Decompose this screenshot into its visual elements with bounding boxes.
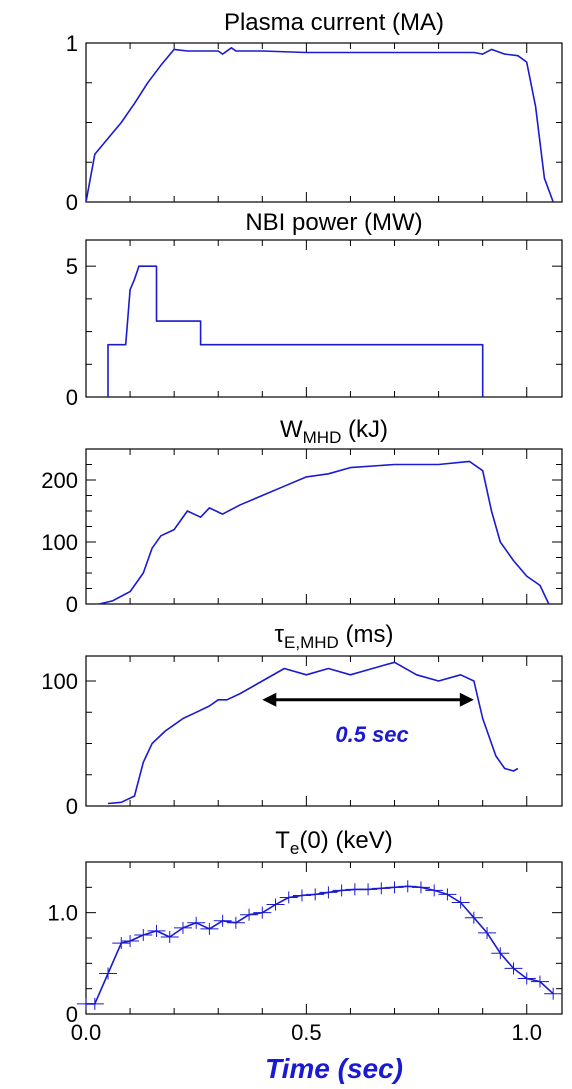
y-tick-label: 1: [66, 31, 78, 56]
annotation-arrow-head-right: [459, 692, 474, 707]
plot-frame: [85, 655, 563, 807]
panel-title-subscript: E,MHD: [284, 633, 339, 652]
annotation-label: 0.5 sec: [335, 722, 408, 747]
plot-frame: [85, 239, 563, 398]
x-tick-label: 0.0: [71, 1020, 102, 1045]
y-tick-label: 0: [66, 385, 78, 410]
y-tick-label: 100: [41, 669, 78, 694]
plot-frame: [85, 448, 563, 605]
panel-title: Plasma current (MA): [224, 9, 444, 36]
y-tick-label: 5: [66, 254, 78, 279]
panel-title-subscript: e: [290, 839, 299, 858]
series-line: [107, 265, 484, 397]
panel-3: 0 100 200 WMHD (kJ): [41, 416, 563, 617]
y-tick-label: 0: [66, 1002, 78, 1027]
panel-title-main: NBI power (MW): [245, 209, 422, 236]
series-line: [85, 46, 554, 203]
y-tick-label: 100: [41, 530, 78, 555]
panel-5: 0 1.0 Te(0) (keV) 0.0 0.5 1.0 Time (sec): [47, 827, 563, 1084]
annotation-arrow-head-left: [262, 692, 277, 707]
panel-4: 0 100 τE,MHD (ms) 0.5 sec: [41, 621, 563, 819]
panel-title-unit: (kJ): [341, 416, 388, 443]
panel-2: 0 5 NBI power (MW): [66, 209, 563, 410]
y-tick-label: 200: [41, 468, 78, 493]
panel-title: WMHD (kJ): [280, 416, 388, 447]
y-tick-label: 0: [66, 794, 78, 819]
panel-title-unit: (0) (keV): [299, 827, 392, 854]
y-tick-label: 1.0: [47, 901, 78, 926]
panel-title-main: T: [275, 827, 290, 854]
panel-title: τE,MHD (ms): [275, 621, 394, 652]
panel-title-main: Plasma current (MA): [224, 9, 444, 36]
x-tick-label: 1.0: [511, 1020, 542, 1045]
panel-title: NBI power (MW): [245, 209, 422, 236]
series-line: [99, 460, 550, 605]
series-line: [107, 661, 519, 805]
panel-title-subscript: MHD: [303, 428, 342, 447]
series-line: [86, 885, 554, 1005]
x-axis-label: Time (sec): [265, 1053, 403, 1084]
y-tick-label: 0: [66, 592, 78, 617]
plot-frame: [85, 42, 563, 203]
panel-title-unit: (ms): [339, 621, 394, 648]
panel-title: Te(0) (keV): [275, 827, 392, 858]
x-tick-label: 0.5: [291, 1020, 322, 1045]
y-tick-label: 0: [66, 190, 78, 215]
panel-title-main: τ: [275, 621, 285, 648]
panel-1: 0 1 Plasma current (MA): [66, 9, 563, 215]
panel-title-main: W: [280, 416, 303, 443]
